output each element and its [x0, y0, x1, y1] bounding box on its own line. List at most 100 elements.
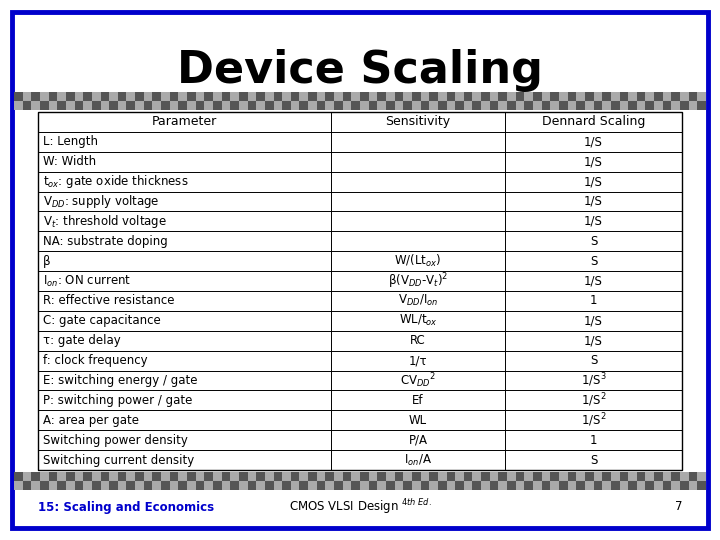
Bar [179, 101, 187, 110]
Bar [619, 472, 628, 481]
Bar [109, 92, 118, 101]
Bar [265, 481, 274, 490]
Bar [256, 472, 265, 481]
Text: 1/S: 1/S [584, 334, 603, 347]
Bar [135, 481, 144, 490]
Bar [204, 101, 213, 110]
Bar [559, 472, 567, 481]
Text: CV$_{DD}$$^{2}$: CV$_{DD}$$^{2}$ [400, 371, 436, 390]
Bar [161, 472, 170, 481]
Bar [671, 101, 680, 110]
Bar [369, 472, 377, 481]
Bar [84, 101, 92, 110]
Bar [334, 101, 343, 110]
Bar [308, 481, 317, 490]
Bar [472, 92, 481, 101]
Bar [256, 481, 265, 490]
Bar [153, 92, 161, 101]
Bar [92, 481, 101, 490]
Text: 1/S: 1/S [584, 175, 603, 188]
Bar [541, 92, 550, 101]
Bar [58, 472, 66, 481]
Text: V$_{t}$: threshold voltage: V$_{t}$: threshold voltage [43, 213, 167, 230]
Bar [239, 101, 248, 110]
Bar [698, 481, 706, 490]
Bar [420, 92, 429, 101]
Bar [38, 112, 682, 470]
Bar [559, 481, 567, 490]
Bar [239, 92, 248, 101]
Bar [464, 92, 472, 101]
Bar [127, 472, 135, 481]
Bar [498, 92, 507, 101]
Text: 1/S: 1/S [584, 136, 603, 148]
Bar [101, 472, 109, 481]
Bar [222, 92, 230, 101]
Bar [308, 472, 317, 481]
Bar [222, 472, 230, 481]
Bar [187, 472, 196, 481]
Bar [118, 101, 127, 110]
Bar [92, 92, 101, 101]
Bar [196, 481, 204, 490]
Bar [446, 481, 455, 490]
Bar [602, 101, 611, 110]
Bar [541, 101, 550, 110]
Bar [248, 101, 256, 110]
Bar [377, 92, 386, 101]
Text: Device Scaling: Device Scaling [177, 49, 543, 91]
Bar [386, 472, 395, 481]
Bar [49, 92, 58, 101]
Bar [274, 472, 282, 481]
Text: E: switching energy / gate: E: switching energy / gate [43, 374, 197, 387]
Bar [472, 481, 481, 490]
Bar [31, 472, 40, 481]
Bar [377, 472, 386, 481]
Bar [516, 481, 524, 490]
Bar [84, 472, 92, 481]
Bar [161, 92, 170, 101]
Bar [127, 101, 135, 110]
Bar [524, 101, 533, 110]
Bar [420, 481, 429, 490]
Bar [22, 481, 31, 490]
Bar [507, 472, 516, 481]
Bar [550, 101, 559, 110]
Bar [118, 481, 127, 490]
Bar [351, 472, 360, 481]
Bar [49, 481, 58, 490]
Bar [248, 472, 256, 481]
Bar [645, 92, 654, 101]
Bar [300, 472, 308, 481]
Text: f: clock frequency: f: clock frequency [43, 354, 148, 367]
Bar [369, 481, 377, 490]
Bar [248, 481, 256, 490]
Bar [343, 92, 351, 101]
Bar [680, 101, 689, 110]
Bar [446, 101, 455, 110]
Text: CMOS VLSI Design $^{4th\ Ed.}$: CMOS VLSI Design $^{4th\ Ed.}$ [289, 497, 431, 516]
Text: L: Length: L: Length [43, 136, 98, 148]
Bar [628, 481, 636, 490]
Bar [274, 101, 282, 110]
Bar [75, 101, 84, 110]
Bar [187, 101, 196, 110]
Bar [698, 92, 706, 101]
Bar [66, 481, 75, 490]
Bar [645, 472, 654, 481]
Bar [22, 92, 31, 101]
Bar [49, 101, 58, 110]
Bar [446, 472, 455, 481]
Bar [628, 92, 636, 101]
Bar [58, 92, 66, 101]
Bar [351, 481, 360, 490]
Bar [412, 472, 420, 481]
Bar [689, 481, 698, 490]
Text: W/(Lt$_{ox}$): W/(Lt$_{ox}$) [395, 253, 441, 269]
Bar [507, 101, 516, 110]
Bar [360, 101, 369, 110]
Bar [300, 481, 308, 490]
Bar [84, 92, 92, 101]
Bar [187, 481, 196, 490]
Bar [559, 101, 567, 110]
